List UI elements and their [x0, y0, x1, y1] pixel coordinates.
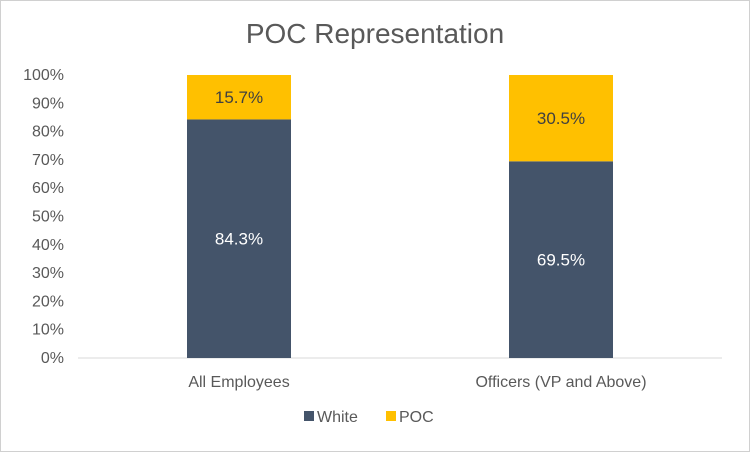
y-tick-label: 20% — [32, 293, 64, 310]
y-tick-label: 80% — [32, 124, 64, 141]
y-axis: 0% 10% 20% 30% 40% 50% 60% 70% 80% 90% 100% — [23, 67, 64, 367]
bar-segment-white — [509, 161, 613, 358]
data-label: 15.7% — [215, 88, 263, 107]
y-tick-label: 40% — [32, 237, 64, 254]
x-category-label: Officers (VP and Above) — [475, 374, 646, 391]
y-tick-label: 10% — [32, 322, 64, 339]
bars: 84.3% 15.7% 69.5% 30.5% — [187, 75, 613, 358]
legend-label: POC — [399, 409, 434, 426]
bar-segment-poc — [509, 75, 613, 162]
legend-label: White — [317, 409, 358, 426]
y-tick-label: 60% — [32, 180, 64, 197]
data-label: 84.3% — [215, 230, 263, 249]
legend-swatch-poc — [386, 411, 396, 421]
legend-swatch-white — [304, 411, 314, 421]
y-tick-label: 30% — [32, 265, 64, 282]
legend: White POC — [304, 409, 434, 426]
y-tick-label: 70% — [32, 152, 64, 169]
y-tick-label: 100% — [23, 67, 64, 84]
y-tick-label: 50% — [32, 209, 64, 226]
y-tick-label: 90% — [32, 95, 64, 112]
y-tick-label: 0% — [41, 350, 64, 367]
data-label: 69.5% — [537, 251, 585, 270]
data-label: 30.5% — [537, 109, 585, 128]
bar-segment-white — [187, 119, 291, 358]
bar-segment-poc — [187, 75, 291, 120]
chart-title: POC Representation — [246, 18, 504, 49]
x-category-label: All Employees — [188, 374, 289, 391]
x-axis: All Employees Officers (VP and Above) — [78, 357, 722, 391]
